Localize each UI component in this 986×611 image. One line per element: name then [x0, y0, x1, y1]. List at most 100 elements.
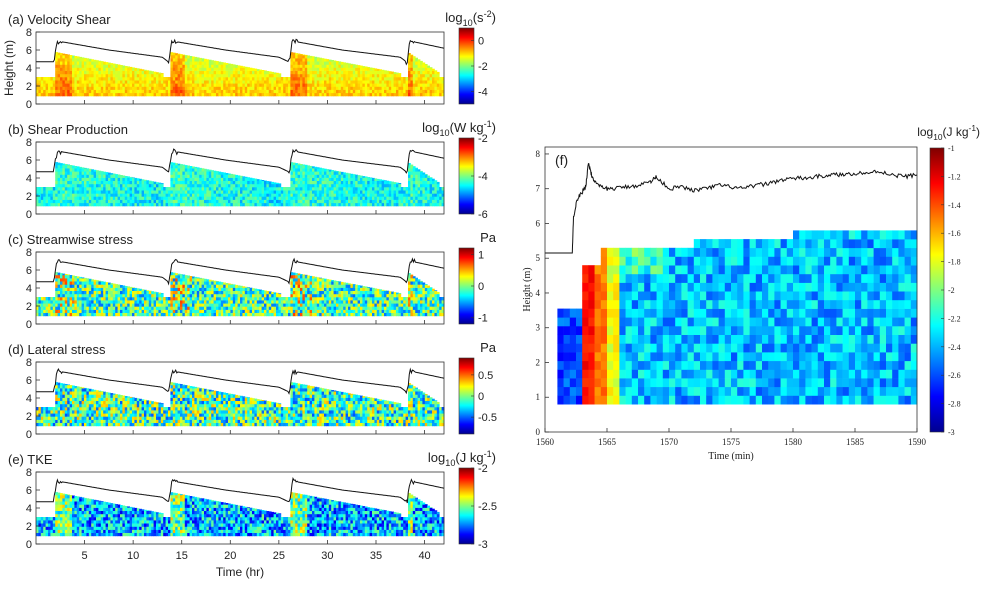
heatmap-cell [192, 89, 195, 94]
heatmap-cell [57, 281, 61, 285]
heatmap-cell [324, 80, 327, 84]
heatmap-cell [324, 284, 327, 288]
heatmap-cell [220, 300, 224, 304]
heatmap-cell [88, 193, 92, 197]
heatmap-cell [132, 67, 135, 68]
heatmap-cell [285, 193, 289, 197]
heatmap-cell [208, 70, 212, 75]
heatmap-cell [304, 187, 308, 191]
heatmap-cell [115, 174, 118, 175]
heatmap-cell [182, 183, 186, 188]
heatmap-cell [367, 67, 370, 68]
heatmap-cell [261, 306, 265, 310]
heatmap-cell [69, 89, 73, 94]
heatmap-cell [103, 83, 106, 87]
heatmap-cell [283, 80, 286, 84]
heatmap-cell [324, 300, 327, 304]
heatmap-cell [213, 183, 217, 188]
heatmap-cell [292, 70, 296, 75]
heatmap-cell [139, 92, 142, 97]
heatmap-cell [220, 199, 224, 204]
heatmap-cell [427, 77, 430, 81]
heatmap-cell [312, 92, 315, 97]
heatmap-cell [384, 83, 387, 87]
heatmap-cell [300, 202, 303, 207]
heatmap-cell [91, 300, 94, 304]
heatmap-cell [196, 174, 200, 178]
heatmap-cell [204, 92, 207, 97]
heatmap-cell [148, 293, 152, 298]
heatmap-cell [189, 168, 193, 172]
heatmap-cell [247, 287, 250, 291]
heatmap-cell [129, 177, 133, 181]
heatmap-cell [84, 167, 87, 169]
heatmap-cell [417, 177, 421, 181]
heatmap-cell [153, 83, 157, 87]
heatmap-cell [50, 202, 54, 207]
heatmap-cell [348, 86, 351, 90]
heatmap-cell [249, 187, 253, 191]
heatmap-cell [192, 281, 195, 285]
heatmap-cell [285, 202, 289, 207]
heatmap-cell [96, 73, 99, 78]
heatmap-cell [432, 80, 435, 84]
heatmap-cell [302, 174, 306, 178]
heatmap-cell [211, 77, 214, 81]
heatmap-cell [252, 80, 255, 84]
heatmap-cell [290, 92, 294, 97]
heatmap-cell [336, 180, 339, 185]
heatmap-cell [331, 89, 334, 94]
heatmap-cell [244, 92, 248, 97]
heatmap-cell [261, 180, 265, 185]
heatmap-cell [84, 202, 87, 207]
heatmap-cell [316, 190, 320, 194]
heatmap-cell [429, 196, 433, 200]
heatmap-cell [182, 77, 186, 81]
heatmap-cell [187, 89, 190, 94]
heatmap-cell [91, 177, 94, 181]
heatmap-cell [187, 165, 190, 169]
heatmap-cell [379, 193, 382, 197]
heatmap-cell [122, 86, 126, 90]
heatmap-cell [175, 77, 178, 81]
heatmap-cell [360, 183, 363, 188]
heatmap-cell [38, 303, 42, 307]
heatmap-cell [163, 196, 166, 200]
heatmap-cell [223, 174, 226, 178]
heatmap-cell [328, 73, 332, 78]
heatmap-cell [151, 193, 154, 197]
heatmap-cell [235, 309, 238, 313]
heatmap-cell [372, 187, 375, 191]
heatmap-cell [74, 290, 78, 295]
heatmap-cell [72, 193, 75, 197]
heatmap-cell [408, 164, 411, 169]
heatmap-cell [74, 281, 78, 285]
heatmap-cell [400, 202, 404, 207]
heatmap-cell [295, 199, 298, 204]
heatmap-cell [235, 190, 238, 194]
heatmap-cell [225, 287, 229, 291]
heatmap-cell [115, 86, 118, 90]
heatmap-cell [177, 177, 181, 181]
heatmap-cell [170, 61, 174, 65]
heatmap-cell [420, 170, 423, 172]
heatmap-cell [218, 171, 222, 175]
heatmap-cell [86, 193, 90, 197]
heatmap-cell [235, 83, 238, 87]
heatmap-cell [108, 202, 111, 207]
heatmap-cell [86, 300, 90, 304]
heatmap-cell [360, 67, 363, 71]
heatmap-cell [103, 183, 106, 188]
heatmap-cell [76, 67, 80, 71]
heatmap-cell [88, 61, 92, 65]
heatmap-cell [103, 64, 106, 68]
heatmap-cell [40, 83, 44, 87]
heatmap-cell [189, 180, 193, 185]
heatmap-cell [112, 63, 116, 65]
heatmap-cell [429, 67, 433, 71]
heatmap-cell [415, 202, 418, 207]
heatmap-cell [232, 64, 236, 68]
heatmap-cell [192, 174, 195, 178]
heatmap-cell [259, 80, 262, 84]
heatmap-cell [244, 196, 248, 200]
